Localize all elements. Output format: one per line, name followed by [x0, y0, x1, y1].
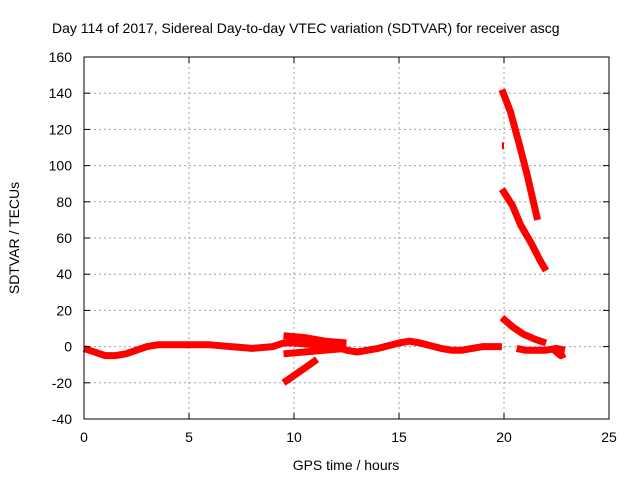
series-upper-band: [283, 332, 347, 347]
series-arc-140: [498, 88, 542, 221]
y-tick-label: 160: [49, 49, 73, 65]
x-tick-label: 15: [391, 429, 407, 445]
y-tick-label: 120: [49, 121, 73, 137]
series-arc-87: [498, 187, 550, 273]
plot-series: [82, 88, 567, 386]
x-tick-label: 0: [80, 429, 88, 445]
y-tick-label: 140: [49, 85, 73, 101]
series-late-spike: [552, 347, 567, 360]
series-arc-16: [499, 314, 548, 347]
y-tick-label: -20: [52, 375, 72, 391]
y-tick-label: 80: [56, 194, 72, 210]
x-tick-label: 25: [601, 429, 617, 445]
x-tick-label: 5: [185, 429, 193, 445]
x-tick-label: 10: [286, 429, 302, 445]
series-lower-band: [283, 344, 347, 358]
y-tick-label: 40: [56, 266, 72, 282]
series-descending-segment: [281, 356, 320, 386]
grid-lines: [84, 57, 609, 419]
y-tick-label: 0: [64, 339, 72, 355]
y-tick-label: 60: [56, 230, 72, 246]
y-tick-label: 20: [56, 302, 72, 318]
series-main-trace: [82, 337, 502, 360]
x-tick-label: 20: [496, 429, 512, 445]
y-tick-label: 100: [49, 158, 73, 174]
chart-title: Day 114 of 2017, Sidereal Day-to-day VTE…: [52, 20, 560, 36]
axis-ticks: 0 5 10 15 20 25 -40 -20 0 20 40 60 80 100 120 140 160: [49, 49, 617, 445]
y-tick-label: -40: [52, 411, 72, 427]
x-axis-title: GPS time / hours: [293, 457, 400, 473]
y-axis-title: SDTVAR / TECUs: [6, 182, 22, 294]
